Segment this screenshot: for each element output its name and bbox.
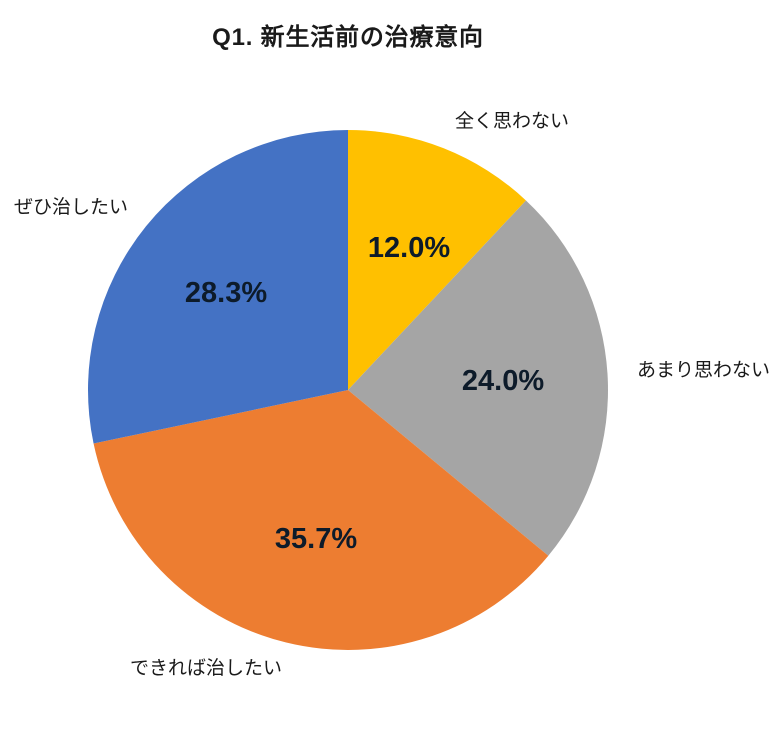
svg-text:35.7%: 35.7% [275, 523, 357, 555]
svg-text:全く思わない: 全く思わない [455, 110, 569, 132]
svg-text:できれば治したい: できれば治したい [130, 657, 282, 679]
svg-text:24.0%: 24.0% [462, 365, 544, 397]
svg-text:28.3%: 28.3% [185, 277, 267, 309]
svg-text:12.0%: 12.0% [368, 232, 450, 264]
svg-text:あまり思わない: あまり思わない [637, 360, 770, 381]
svg-text:ぜひ治したい: ぜひ治したい [14, 196, 128, 218]
